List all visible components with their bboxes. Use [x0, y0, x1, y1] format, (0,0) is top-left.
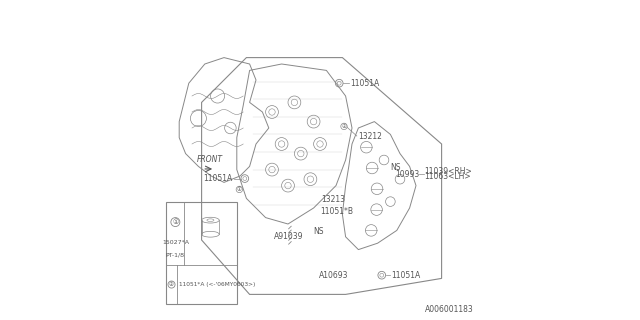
Text: ①: ①	[237, 187, 242, 192]
Text: NS: NS	[390, 163, 400, 172]
Text: 13213: 13213	[322, 195, 346, 204]
Text: 11063<LH>: 11063<LH>	[425, 172, 471, 181]
Text: 15027*A: 15027*A	[162, 240, 189, 245]
Text: PT-1/8: PT-1/8	[166, 252, 185, 257]
Text: A006001183: A006001183	[425, 305, 474, 314]
Text: ②: ②	[342, 124, 346, 129]
Text: A10693: A10693	[319, 271, 349, 280]
Text: 11051A: 11051A	[203, 174, 232, 183]
Text: 13212: 13212	[358, 132, 381, 141]
Text: 11039<RH>: 11039<RH>	[425, 167, 472, 176]
Text: 11051A: 11051A	[351, 79, 380, 88]
Text: 11051*B: 11051*B	[320, 207, 353, 216]
Text: 11051A: 11051A	[390, 271, 420, 280]
Text: ①: ①	[172, 219, 179, 225]
Text: 11051*A (<-'06MY0603>): 11051*A (<-'06MY0603>)	[179, 282, 255, 287]
Text: A91039: A91039	[274, 232, 303, 241]
Text: ②: ②	[169, 282, 174, 287]
Text: NS: NS	[313, 228, 323, 236]
Text: 10993: 10993	[396, 170, 419, 179]
Text: FRONT: FRONT	[196, 155, 223, 164]
